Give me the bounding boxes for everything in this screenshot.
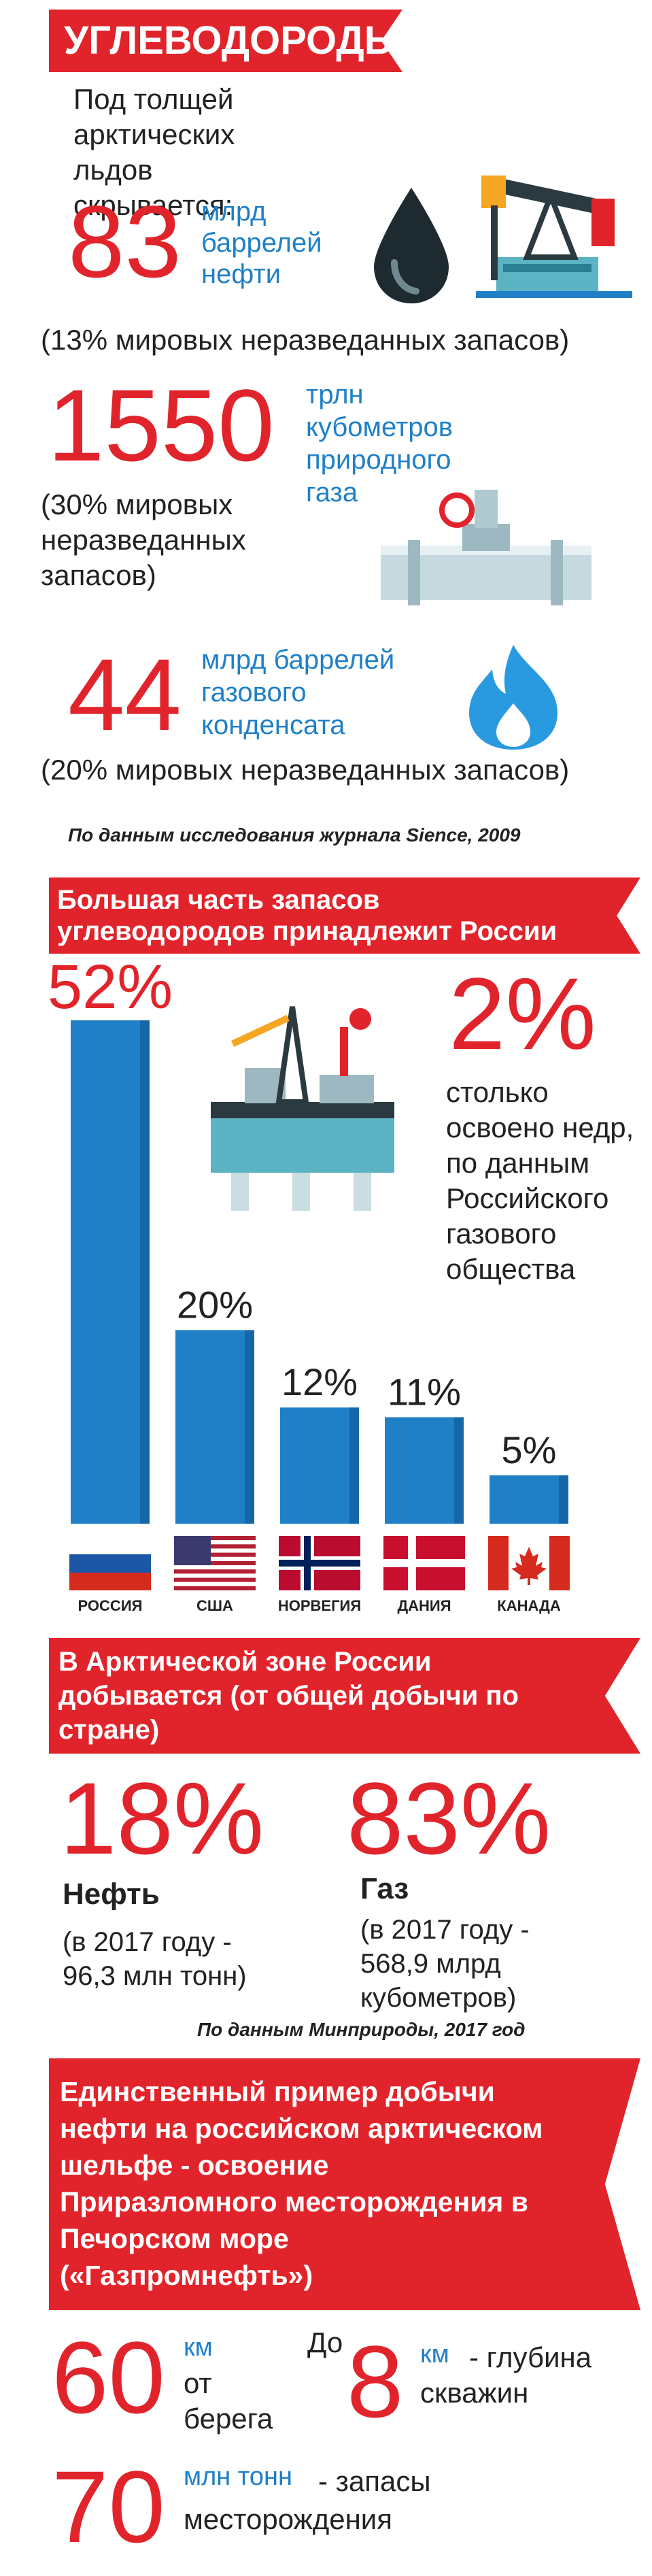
section2-title: Большая часть запасов углеводородов прин… xyxy=(49,877,640,954)
bar-value-label-0: 52% xyxy=(48,952,173,1022)
condensate-reserve-note: (20% мировых неразведанных запасов) xyxy=(41,754,570,786)
gas-reserve-unit: трлн кубометров природного газа xyxy=(306,380,453,507)
flag-norway-icon xyxy=(279,1536,360,1590)
depth-prefix: До xyxy=(307,2326,343,2358)
bar-0 xyxy=(71,1020,150,1524)
country-label-usa: США xyxy=(196,1597,233,1614)
bar-shade-0 xyxy=(140,1020,150,1524)
section1-source: По данным исследования журнала Sience, 2… xyxy=(68,824,521,846)
arctic-oil-label: Нефть xyxy=(63,1877,160,1911)
bar-value-label-1: 20% xyxy=(177,1283,253,1326)
country-label-norway: НОРВЕГИЯ xyxy=(277,1597,362,1614)
bar-shade-4 xyxy=(559,1475,568,1524)
distance-value: 60 xyxy=(52,2320,165,2435)
bar-shade-2 xyxy=(349,1407,359,1524)
section4-title: Единственный пример добычи нефти на росс… xyxy=(49,2058,640,2310)
country-label-russia: РОССИЯ xyxy=(78,1597,143,1614)
country-label-canada: КАНАДА xyxy=(497,1597,561,1614)
bar-4 xyxy=(490,1475,568,1524)
oil-drop-icon xyxy=(374,188,449,303)
offshore-platform-icon xyxy=(211,1006,394,1211)
reserves-text: - запасы месторождения xyxy=(184,2465,431,2535)
distance-unit: км xyxy=(184,2333,213,2362)
flag-russia-icon xyxy=(69,1536,151,1590)
arctic-oil-note: (в 2017 году - 96,3 млн тонн) xyxy=(63,1927,247,1991)
oil-reserve-note: (13% мировых неразведанных запасов) xyxy=(41,324,570,356)
arctic-gas-share-value: 83% xyxy=(347,1761,551,1875)
gas-flame-icon xyxy=(469,645,557,750)
bar-3 xyxy=(385,1417,464,1524)
flag-canada-icon xyxy=(488,1536,570,1590)
bar-1 xyxy=(175,1330,254,1524)
developed-share-text: столько освоено недр, по данным Российск… xyxy=(446,1076,634,1285)
bar-value-label-2: 12% xyxy=(281,1360,358,1403)
bar-value-label-3: 11% xyxy=(388,1370,461,1413)
section1-intro: Под толщей арктических льдов скрывается: xyxy=(73,83,235,221)
flag-usa-icon xyxy=(174,1536,256,1590)
depth-text: - глубина скважин xyxy=(420,2341,592,2409)
gas-reserve-value: 1550 xyxy=(48,368,275,482)
condensate-reserve-unit: млрд баррелей газового конденсата xyxy=(201,645,395,740)
bar-2 xyxy=(280,1407,359,1524)
bar-shade-3 xyxy=(454,1417,464,1524)
oil-reserve-value: 83 xyxy=(68,184,182,299)
gas-reserve-note: (30% мировых неразведанных запасов) xyxy=(41,488,246,591)
depth-value: 8 xyxy=(347,2324,404,2439)
oil-reserve-unit: млрд баррелей нефти xyxy=(201,197,322,289)
arctic-gas-label: Газ xyxy=(360,1872,409,1905)
condensate-reserve-value: 44 xyxy=(68,637,182,752)
developed-share-value: 2% xyxy=(449,956,596,1071)
section3-source: По данным Минприроды, 2017 год xyxy=(197,2019,526,2040)
bar-shade-1 xyxy=(245,1330,254,1524)
arctic-oil-share-value: 18% xyxy=(60,1761,264,1875)
reserves-bar-chart: 52% 20% 12% 11% 5% xyxy=(48,952,568,1524)
section1-title: УГЛЕВОДОРОДЫ xyxy=(49,10,402,72)
country-label-denmark: ДАНИЯ xyxy=(397,1597,451,1614)
gas-pipe-icon xyxy=(381,490,591,605)
section3-title: В Арктической зоне России добывается (от… xyxy=(49,1638,640,1754)
flag-denmark-icon xyxy=(383,1536,465,1590)
arctic-gas-note: (в 2017 году - 568,9 млрд кубометров) xyxy=(360,1915,530,2013)
depth-unit: км xyxy=(420,2340,449,2369)
bar-value-label-4: 5% xyxy=(502,1428,557,1471)
reserves-unit: млн тонн xyxy=(184,2462,292,2491)
reserves-value: 70 xyxy=(52,2449,165,2564)
distance-text: от берега xyxy=(184,2367,273,2435)
oil-pump-icon xyxy=(476,175,632,298)
